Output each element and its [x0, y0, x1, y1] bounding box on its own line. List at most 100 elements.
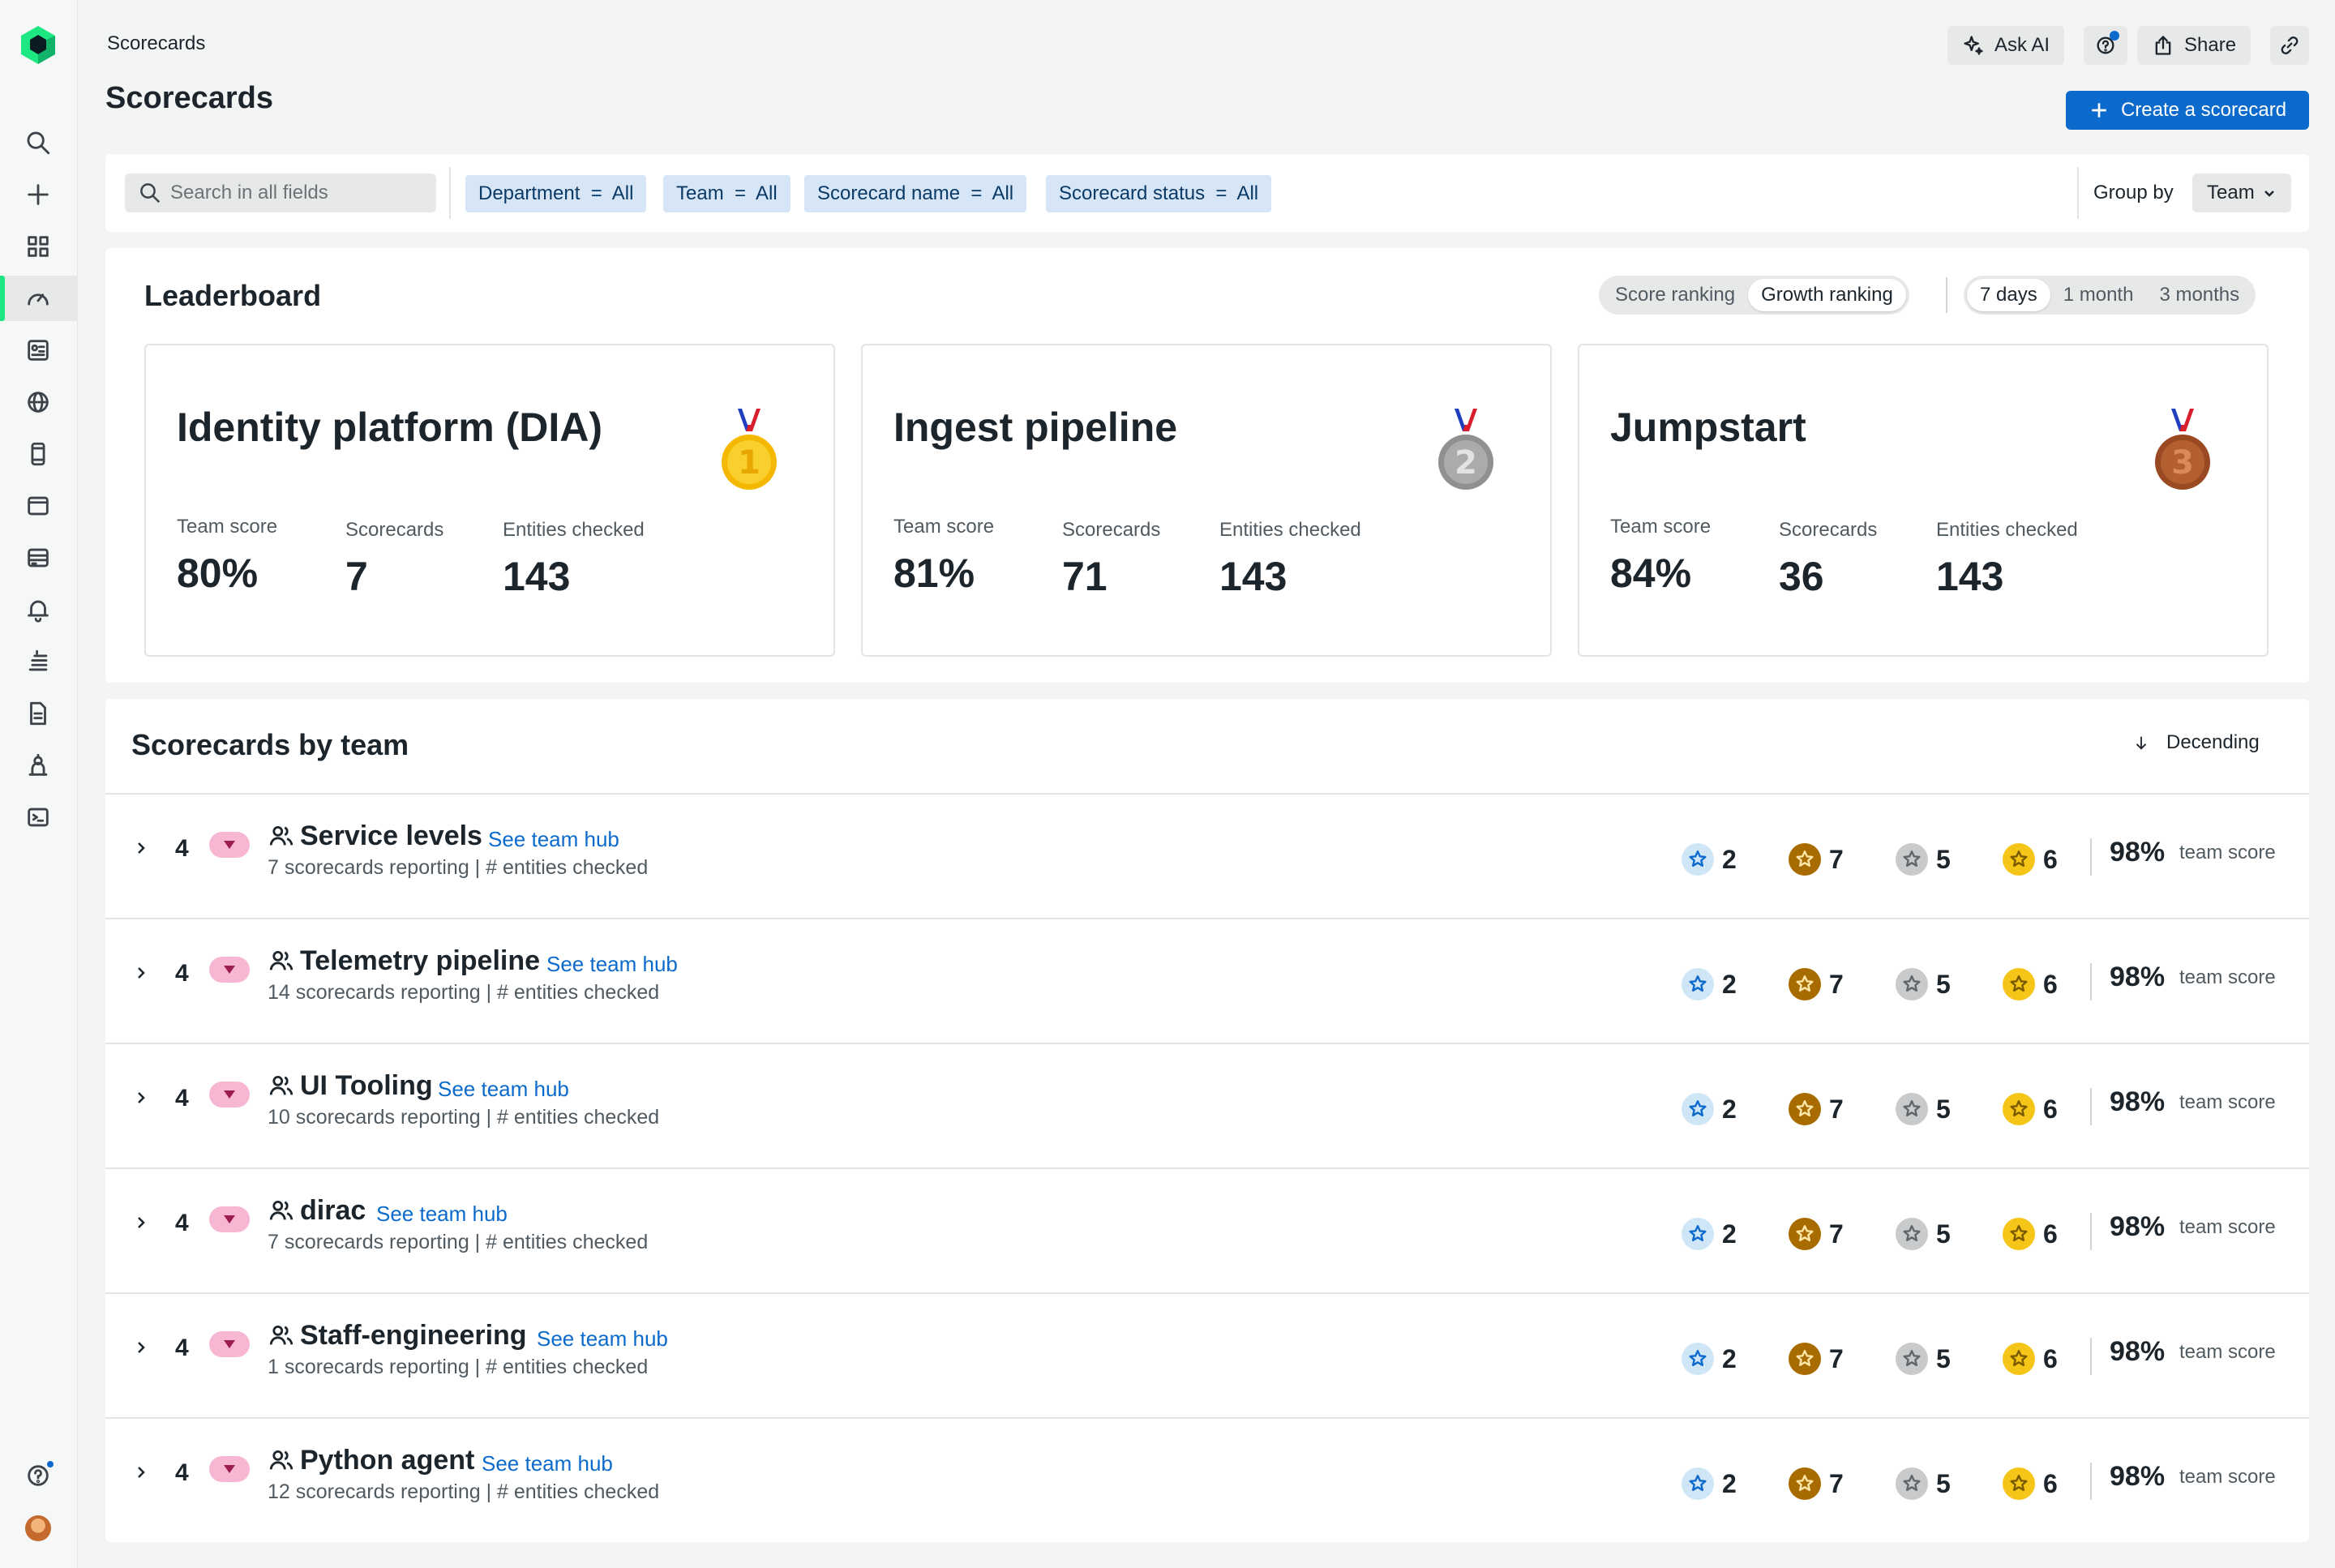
team-row[interactable]: 4 Service levels See team hub 7 scorecards …: [105, 793, 2309, 918]
badge-count: 5: [1936, 1094, 1951, 1124]
stat-scorecards: 71: [1062, 554, 1108, 599]
stat-entities: 143: [1219, 554, 1287, 599]
globe-icon[interactable]: [22, 386, 54, 418]
chevron-right-icon[interactable]: [133, 1215, 149, 1231]
team-name[interactable]: Service levels: [300, 820, 482, 851]
gauge-icon[interactable]: [22, 282, 54, 315]
silver-star-badge-icon: [1896, 1218, 1928, 1250]
plus-icon: [2092, 103, 2106, 118]
sparkle-icon: [1964, 36, 1983, 55]
share-button[interactable]: Share: [2137, 26, 2251, 65]
filter-chip-department[interactable]: Department = All: [465, 175, 647, 212]
team-subtitle: 7 scorecards reporting | # entities chec…: [268, 1231, 649, 1253]
stat-label-entities: Entities checked: [1219, 519, 1361, 541]
chevron-right-icon[interactable]: [133, 1464, 149, 1480]
trend-down-badge: [209, 957, 250, 983]
team-row[interactable]: 4 dirac See team hub 7 scorecards reporting…: [105, 1167, 2309, 1292]
team-rank: 4: [175, 1335, 189, 1361]
team-rank: 4: [175, 1085, 189, 1112]
triangle-down-icon: [224, 1340, 235, 1348]
help-icon[interactable]: [22, 1459, 54, 1492]
filter-chip-scorecard-name[interactable]: Scorecard name = All: [804, 175, 1027, 212]
team-name[interactable]: UI Tooling: [300, 1070, 433, 1101]
nav-active-indicator: [0, 276, 5, 321]
mobile-icon[interactable]: [22, 438, 54, 470]
leaderboard-card[interactable]: Jumpstart 3 Team score Scorecards Entiti…: [1578, 344, 2269, 657]
document-icon[interactable]: [22, 697, 54, 730]
scorecard-badge-count: 7: [1789, 1218, 1844, 1250]
logs-icon[interactable]: [22, 645, 54, 678]
breadcrumb[interactable]: Scorecards: [107, 32, 206, 54]
stat-entities: 143: [1936, 554, 2004, 599]
team-subtitle: 14 scorecards reporting | # entities che…: [268, 981, 660, 1004]
search-input[interactable]: Search in all fields: [125, 174, 436, 212]
stat-label-scorecards: Scorecards: [1779, 519, 1878, 541]
silver-star-badge-icon: [1896, 843, 1928, 876]
team-name[interactable]: Staff-engineering: [300, 1320, 527, 1351]
filter-chip-scorecard-status[interactable]: Scorecard status = All: [1046, 175, 1272, 212]
team-name[interactable]: dirac: [300, 1195, 366, 1226]
gold-star-badge-icon: [2003, 1467, 2035, 1500]
silver-medal-icon: 2: [1438, 409, 1493, 490]
avatar[interactable]: [25, 1515, 51, 1541]
tab-7-days[interactable]: 7 days: [1967, 279, 2050, 311]
scorecard-badge-count: 6: [2003, 1093, 2058, 1125]
team-row[interactable]: 4 Staff-engineering See team hub 1 scorecar…: [105, 1292, 2309, 1417]
tab-score-ranking[interactable]: Score ranking: [1615, 284, 1736, 306]
stat-team-score: 80%: [177, 551, 259, 596]
see-team-hub-link[interactable]: See team hub: [488, 827, 619, 851]
team-row[interactable]: 4 Telemetry pipeline See team hub 14 scorec…: [105, 918, 2309, 1043]
divider: [2090, 1213, 2092, 1250]
team-row[interactable]: 4 Python agent See team hub 12 scorecards r…: [105, 1417, 2309, 1542]
leaderboard-card[interactable]: Ingest pipeline 2 Team score Scorecards …: [861, 344, 1552, 657]
tab-3-months[interactable]: 3 months: [2159, 284, 2240, 306]
see-team-hub-link[interactable]: See team hub: [537, 1326, 668, 1351]
arrow-down-icon: [2136, 736, 2147, 750]
badge-count: 7: [1829, 1219, 1844, 1249]
ask-ai-button[interactable]: Ask AI: [1947, 26, 2065, 65]
tab-1-month[interactable]: 1 month: [2063, 284, 2134, 306]
bronze-star-badge-icon: [1789, 1093, 1821, 1125]
grid-icon[interactable]: [22, 230, 54, 263]
terminal-icon[interactable]: [22, 801, 54, 833]
badge-count: 2: [1722, 844, 1737, 874]
stat-label-entities: Entities checked: [503, 519, 645, 541]
share-icon: [2155, 36, 2171, 55]
browser-icon[interactable]: [22, 490, 54, 522]
see-team-hub-link[interactable]: See team hub: [438, 1077, 569, 1101]
create-scorecard-button[interactable]: Create a scorecard: [2066, 91, 2309, 130]
team-name[interactable]: Python agent: [300, 1445, 475, 1476]
team-row[interactable]: 4 UI Tooling See team hub 10 scorecards rep…: [105, 1043, 2309, 1167]
group-by-select[interactable]: Team: [2192, 174, 2291, 212]
robot-icon[interactable]: [22, 749, 54, 782]
group-by-value: Team: [2207, 182, 2255, 203]
id-card-icon[interactable]: [22, 334, 54, 366]
see-team-hub-link[interactable]: See team hub: [482, 1451, 613, 1476]
chevron-right-icon[interactable]: [133, 1339, 149, 1356]
chevron-right-icon[interactable]: [133, 1090, 149, 1106]
period-toggle: 7 days 1 month 3 months: [1964, 276, 2256, 315]
chevron-right-icon[interactable]: [133, 965, 149, 981]
new-relic-logo[interactable]: [19, 24, 57, 65]
tab-growth-ranking[interactable]: Growth ranking: [1748, 279, 1906, 311]
chevron-right-icon[interactable]: [133, 840, 149, 856]
team-rank: 4: [175, 960, 189, 987]
badge-count: 2: [1722, 969, 1737, 999]
see-team-hub-link[interactable]: See team hub: [376, 1202, 508, 1226]
team-score-label: team score: [2179, 1466, 2276, 1488]
bell-icon[interactable]: [22, 593, 54, 626]
sort-button[interactable]: Decending: [2132, 731, 2260, 754]
scorecard-badge-count: 7: [1789, 1343, 1844, 1375]
group-by-label: Group by: [2093, 182, 2174, 203]
server-icon[interactable]: [22, 542, 54, 574]
badge-count: 6: [2043, 844, 2058, 874]
search-icon[interactable]: [22, 126, 54, 159]
filter-chip-team[interactable]: Team = All: [663, 175, 790, 212]
leaderboard-card[interactable]: Identity platform (DIA) 1 Team score Sco…: [144, 344, 835, 657]
see-team-hub-link[interactable]: See team hub: [546, 952, 678, 976]
add-icon[interactable]: [22, 178, 54, 211]
help-button[interactable]: [2084, 26, 2127, 65]
ask-ai-label: Ask AI: [1994, 34, 2050, 56]
team-name[interactable]: Telemetry pipeline: [300, 945, 541, 976]
copy-link-button[interactable]: [2270, 26, 2309, 65]
